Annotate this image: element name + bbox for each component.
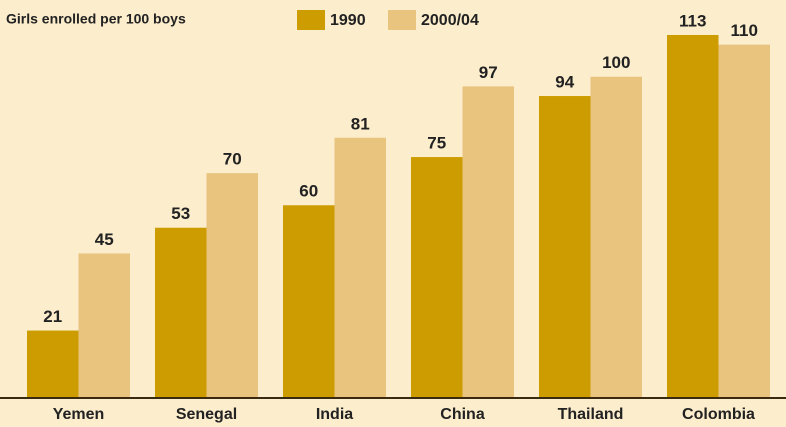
bar	[334, 137, 386, 398]
value-label: 81	[351, 114, 370, 133]
bar	[462, 86, 514, 398]
value-label: 21	[43, 307, 62, 326]
bar	[411, 157, 463, 398]
bar	[539, 96, 591, 399]
legend-label: 2000/04	[421, 12, 479, 29]
x-tick-label: Thailand	[558, 406, 624, 423]
value-label: 70	[223, 150, 242, 169]
bar	[718, 44, 770, 398]
bar	[27, 330, 79, 398]
chart-title: Girls enrolled per 100 boys	[6, 11, 186, 27]
value-label: 100	[602, 53, 630, 72]
value-label: 60	[299, 182, 318, 201]
x-tick-label: China	[440, 406, 485, 423]
value-label: 53	[171, 204, 190, 223]
x-tick-label: Yemen	[53, 406, 105, 423]
x-tick-label: India	[316, 406, 353, 423]
bar	[78, 253, 130, 398]
legend-label: 1990	[330, 12, 366, 29]
value-label: 75	[427, 134, 446, 153]
bar	[283, 205, 335, 398]
value-label: 113	[679, 11, 706, 30]
legend-swatch	[297, 10, 325, 30]
bar	[155, 227, 207, 398]
value-label: 45	[95, 230, 114, 249]
value-label: 94	[555, 73, 574, 92]
bar	[590, 76, 642, 398]
legend-swatch	[388, 10, 416, 30]
bar	[206, 173, 258, 398]
x-tick-label: Senegal	[176, 406, 237, 423]
bar	[667, 34, 719, 399]
value-label: 97	[479, 63, 498, 82]
x-tick-label: Colombia	[682, 406, 755, 423]
value-label: 110	[731, 21, 758, 40]
